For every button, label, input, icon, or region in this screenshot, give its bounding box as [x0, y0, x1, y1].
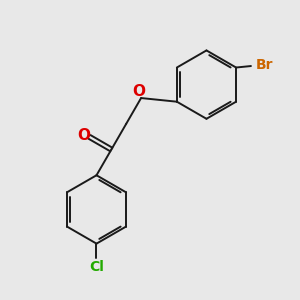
Text: Cl: Cl	[89, 260, 104, 274]
Text: O: O	[78, 128, 91, 143]
Text: Br: Br	[256, 58, 274, 72]
Text: O: O	[132, 84, 145, 99]
